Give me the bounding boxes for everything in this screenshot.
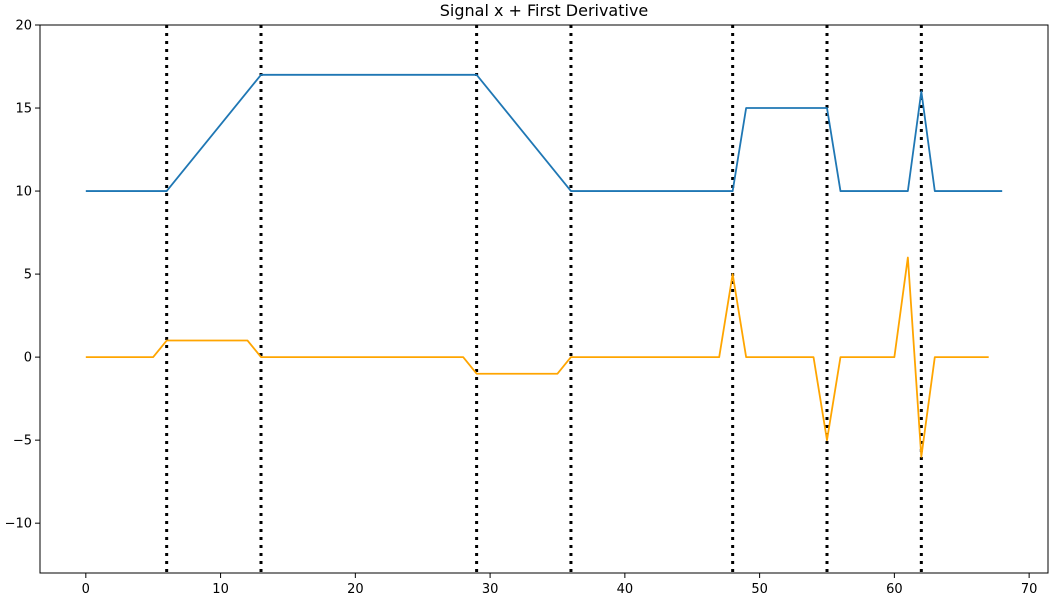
- x-tick-label-2: 20: [347, 582, 364, 596]
- axes-frame: [39, 24, 1049, 574]
- y-tick-label-5: 15: [15, 102, 32, 117]
- x-tick-label-7: 70: [1021, 582, 1038, 596]
- y-tick-label-0: −10: [5, 517, 32, 532]
- y-tick-label-1: −5: [13, 434, 32, 449]
- x-tick-label-1: 10: [212, 582, 229, 596]
- x-tick-label-3: 30: [482, 582, 499, 596]
- series-line-1: [85, 256, 989, 458]
- y-tick-label-3: 5: [24, 268, 32, 283]
- y-tick-label-4: 10: [15, 185, 32, 200]
- series-line-0: [85, 73, 1003, 192]
- plot-area: 0 10 20 30 40 50 60 70 −10 −5 0 5 10 15 20: [5, 19, 1049, 596]
- chart-title: Signal x + First Derivative: [440, 1, 649, 20]
- x-tick-label-6: 60: [886, 582, 903, 596]
- x-tick-label-5: 50: [751, 582, 768, 596]
- x-tick-label-0: 0: [82, 582, 90, 596]
- x-tick-label-4: 40: [617, 582, 634, 596]
- y-tick-label-2: 0: [24, 351, 32, 366]
- y-tick-label-6: 20: [15, 19, 32, 34]
